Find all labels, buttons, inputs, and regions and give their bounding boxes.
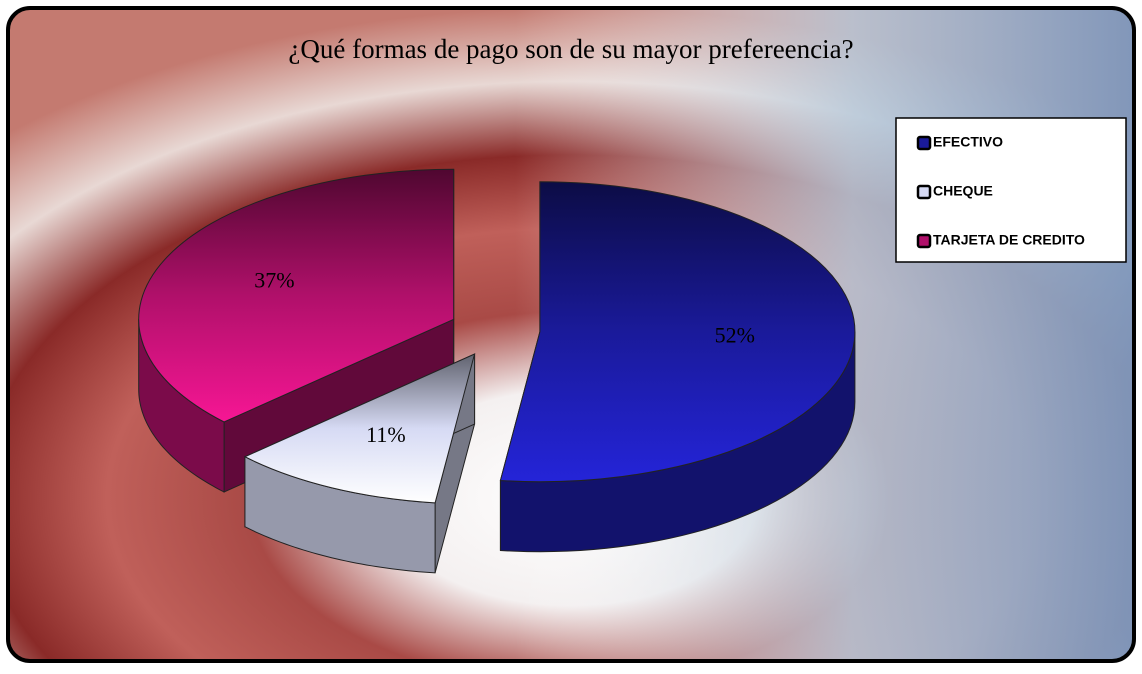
legend-swatch	[916, 233, 932, 249]
legend-label: CHEQUE	[933, 183, 993, 199]
legend-box	[895, 117, 1127, 263]
legend-swatch	[916, 184, 932, 200]
pie-slice	[243, 353, 476, 574]
data-label: 52%	[715, 323, 755, 348]
data-label: 11%	[366, 422, 406, 447]
slice-top	[243, 353, 476, 504]
chart-title: ¿Qué formas de pago son de su mayor pref…	[288, 34, 853, 64]
data-label: 37%	[254, 267, 294, 292]
legend-label: TARJETA DE CREDITO	[933, 232, 1085, 248]
legend-swatch	[916, 135, 932, 151]
pie-slice	[499, 181, 856, 553]
slice-top	[499, 181, 856, 483]
slice-top	[138, 168, 455, 423]
legend-label: EFECTIVO	[933, 134, 1003, 150]
